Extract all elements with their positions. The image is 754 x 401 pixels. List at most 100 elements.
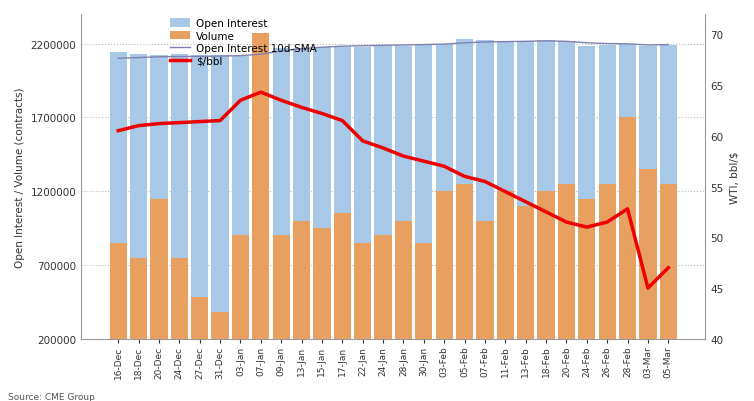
- Bar: [211, 56, 228, 369]
- $/bbl: [664, 265, 673, 270]
- Open Interest 10d-SMA: [155, 55, 164, 60]
- Bar: [517, 207, 535, 369]
- Legend: Open Interest, Volume, Open Interest 10d-SMA, $/bbl: Open Interest, Volume, Open Interest 10d…: [167, 17, 318, 69]
- $/bbl: [114, 129, 123, 134]
- $/bbl: [175, 121, 184, 126]
- $/bbl: [582, 225, 591, 230]
- Bar: [375, 236, 392, 369]
- Open Interest 10d-SMA: [297, 47, 306, 52]
- Bar: [272, 236, 290, 369]
- $/bbl: [236, 99, 245, 103]
- Bar: [293, 49, 310, 369]
- Bar: [334, 214, 351, 369]
- Bar: [538, 192, 555, 369]
- Open Interest 10d-SMA: [562, 40, 571, 45]
- Line: Open Interest 10d-SMA: Open Interest 10d-SMA: [118, 42, 668, 59]
- Bar: [130, 55, 147, 369]
- Bar: [415, 243, 433, 369]
- Open Interest 10d-SMA: [480, 41, 489, 45]
- Bar: [170, 258, 188, 369]
- Open Interest 10d-SMA: [460, 41, 469, 46]
- Bar: [639, 47, 657, 369]
- Bar: [231, 57, 249, 369]
- Open Interest 10d-SMA: [541, 39, 550, 44]
- Bar: [170, 55, 188, 369]
- Bar: [375, 47, 392, 369]
- Bar: [395, 47, 412, 369]
- Open Interest 10d-SMA: [338, 45, 347, 49]
- Open Interest 10d-SMA: [582, 41, 591, 46]
- Bar: [313, 48, 330, 369]
- Open Interest 10d-SMA: [317, 46, 326, 51]
- Y-axis label: WTI, bbl/$: WTI, bbl/$: [729, 151, 739, 203]
- Open Interest 10d-SMA: [419, 43, 428, 48]
- Open Interest 10d-SMA: [216, 55, 225, 59]
- Bar: [558, 42, 575, 369]
- Open Interest 10d-SMA: [277, 50, 286, 55]
- Text: Source: CME Group: Source: CME Group: [8, 392, 94, 401]
- Bar: [639, 170, 657, 369]
- Open Interest 10d-SMA: [134, 56, 143, 61]
- Open Interest 10d-SMA: [501, 40, 510, 45]
- $/bbl: [521, 200, 530, 205]
- Bar: [436, 192, 453, 369]
- Bar: [599, 46, 616, 369]
- Open Interest 10d-SMA: [114, 57, 123, 61]
- $/bbl: [501, 190, 510, 194]
- Bar: [619, 118, 636, 369]
- Bar: [660, 46, 677, 369]
- Bar: [109, 53, 127, 369]
- $/bbl: [256, 91, 265, 95]
- Line: $/bbl: $/bbl: [118, 93, 668, 288]
- Bar: [517, 42, 535, 369]
- $/bbl: [541, 210, 550, 215]
- Bar: [599, 184, 616, 369]
- $/bbl: [460, 174, 469, 179]
- $/bbl: [379, 146, 388, 151]
- Bar: [191, 55, 208, 369]
- $/bbl: [419, 159, 428, 164]
- Bar: [313, 229, 330, 369]
- Bar: [578, 199, 596, 369]
- Bar: [130, 258, 147, 369]
- Bar: [456, 40, 474, 369]
- Bar: [415, 46, 433, 369]
- Bar: [293, 221, 310, 369]
- Bar: [558, 184, 575, 369]
- $/bbl: [134, 124, 143, 129]
- Open Interest 10d-SMA: [358, 44, 367, 49]
- Bar: [191, 298, 208, 369]
- Bar: [252, 54, 269, 369]
- Bar: [477, 41, 494, 369]
- Open Interest 10d-SMA: [664, 43, 673, 48]
- Bar: [354, 243, 372, 369]
- Open Interest 10d-SMA: [236, 54, 245, 59]
- Bar: [354, 48, 372, 369]
- Bar: [660, 184, 677, 369]
- Open Interest 10d-SMA: [379, 44, 388, 49]
- Bar: [231, 236, 249, 369]
- $/bbl: [317, 112, 326, 117]
- Open Interest 10d-SMA: [643, 43, 652, 48]
- $/bbl: [297, 106, 306, 111]
- $/bbl: [562, 220, 571, 225]
- Bar: [538, 41, 555, 369]
- $/bbl: [623, 207, 632, 212]
- Open Interest 10d-SMA: [521, 40, 530, 45]
- Bar: [150, 55, 167, 369]
- $/bbl: [358, 139, 367, 144]
- Open Interest 10d-SMA: [399, 43, 408, 48]
- $/bbl: [216, 119, 225, 124]
- Bar: [578, 47, 596, 369]
- Open Interest 10d-SMA: [602, 42, 611, 47]
- $/bbl: [338, 119, 347, 124]
- Bar: [272, 49, 290, 369]
- $/bbl: [195, 120, 204, 125]
- Open Interest 10d-SMA: [256, 53, 265, 57]
- $/bbl: [155, 122, 164, 127]
- Bar: [109, 243, 127, 369]
- Bar: [150, 199, 167, 369]
- $/bbl: [480, 180, 489, 184]
- $/bbl: [399, 154, 408, 159]
- Open Interest 10d-SMA: [440, 43, 449, 47]
